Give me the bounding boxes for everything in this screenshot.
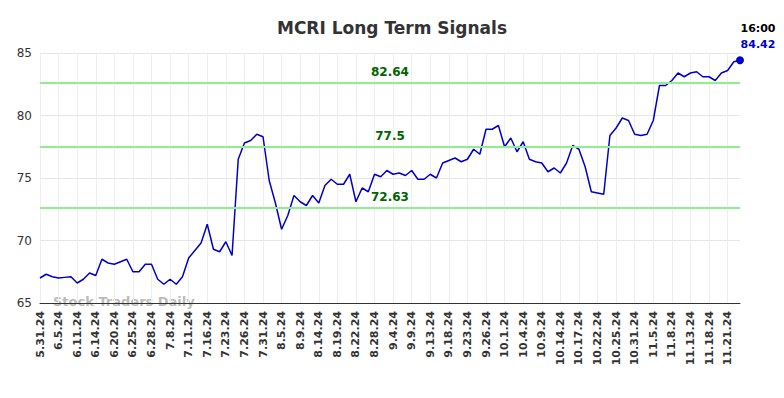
svg-text:8.5.24: 8.5.24 xyxy=(275,311,288,350)
svg-text:11.18.24: 11.18.24 xyxy=(703,311,716,366)
svg-text:7.26.24: 7.26.24 xyxy=(238,311,251,358)
svg-text:8.28.24: 8.28.24 xyxy=(368,311,381,358)
svg-text:10.31.24: 10.31.24 xyxy=(628,311,641,366)
svg-text:6.11.24: 6.11.24 xyxy=(71,311,84,358)
svg-text:10.22.24: 10.22.24 xyxy=(591,311,604,366)
svg-text:7.16.24: 7.16.24 xyxy=(201,311,214,358)
svg-text:11.8.24: 11.8.24 xyxy=(665,311,678,358)
svg-text:9.26.24: 9.26.24 xyxy=(480,311,493,358)
svg-text:85: 85 xyxy=(17,46,32,60)
svg-text:10.17.24: 10.17.24 xyxy=(572,311,585,366)
svg-text:11.13.24: 11.13.24 xyxy=(684,311,697,366)
svg-text:82.64: 82.64 xyxy=(371,65,409,79)
svg-text:9.4.24: 9.4.24 xyxy=(387,311,400,350)
svg-text:10.9.24: 10.9.24 xyxy=(535,311,548,358)
svg-text:80: 80 xyxy=(17,109,32,123)
svg-text:6.20.24: 6.20.24 xyxy=(108,311,121,358)
svg-text:8.9.24: 8.9.24 xyxy=(294,311,307,350)
svg-text:84.42: 84.42 xyxy=(741,38,776,51)
svg-text:7.11.24: 7.11.24 xyxy=(182,311,195,358)
svg-text:5.31.24: 5.31.24 xyxy=(34,311,47,358)
svg-text:10.4.24: 10.4.24 xyxy=(517,311,530,358)
svg-text:6.14.24: 6.14.24 xyxy=(89,311,102,358)
svg-text:16:00: 16:00 xyxy=(740,22,775,35)
svg-text:10.25.24: 10.25.24 xyxy=(610,311,623,366)
svg-text:8.14.24: 8.14.24 xyxy=(312,311,325,358)
svg-text:11.5.24: 11.5.24 xyxy=(647,311,660,358)
svg-text:70: 70 xyxy=(17,234,32,248)
svg-text:65: 65 xyxy=(17,296,32,310)
svg-text:MCRI Long Term Signals: MCRI Long Term Signals xyxy=(277,18,507,38)
svg-text:75: 75 xyxy=(17,171,32,185)
svg-text:72.63: 72.63 xyxy=(371,190,409,204)
svg-text:10.1.24: 10.1.24 xyxy=(498,311,511,358)
svg-text:6.5.24: 6.5.24 xyxy=(52,311,65,350)
svg-text:6.25.24: 6.25.24 xyxy=(126,311,139,358)
svg-text:8.22.24: 8.22.24 xyxy=(349,311,362,358)
svg-text:9.13.24: 9.13.24 xyxy=(424,311,437,358)
svg-text:77.5: 77.5 xyxy=(375,129,405,143)
svg-text:7.23.24: 7.23.24 xyxy=(219,311,232,358)
svg-text:9.23.24: 9.23.24 xyxy=(461,311,474,358)
svg-text:6.28.24: 6.28.24 xyxy=(145,311,158,358)
svg-text:9.9.24: 9.9.24 xyxy=(405,311,418,350)
svg-text:9.18.24: 9.18.24 xyxy=(442,311,455,358)
svg-text:11.21.24: 11.21.24 xyxy=(721,311,734,366)
svg-text:Stock Traders Daily: Stock Traders Daily xyxy=(53,294,195,309)
svg-text:7.8.24: 7.8.24 xyxy=(164,311,177,350)
svg-text:7.31.24: 7.31.24 xyxy=(257,311,270,358)
svg-text:10.14.24: 10.14.24 xyxy=(554,311,567,366)
svg-text:8.19.24: 8.19.24 xyxy=(331,311,344,358)
